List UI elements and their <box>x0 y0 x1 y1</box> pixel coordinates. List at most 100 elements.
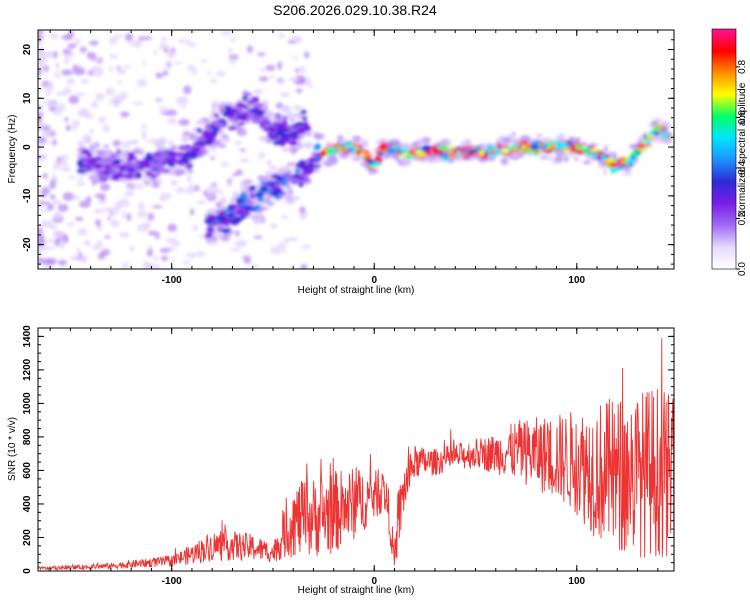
spectrogram-noise-blob <box>52 199 62 205</box>
spectrogram-core-blob <box>293 179 303 185</box>
spectrogram-halo-blob <box>281 147 291 152</box>
spectrogram-core-blob <box>294 168 300 174</box>
spectrogram-noise-blob <box>175 186 186 194</box>
spectrogram-halo-blob <box>170 180 178 186</box>
spectrogram-core-blob <box>219 109 225 113</box>
spectrogram-noise-blob <box>64 55 70 65</box>
spectrogram-core-blob <box>493 149 501 154</box>
spectrogram-core-blob <box>111 164 120 169</box>
spectrogram-noise-blob <box>161 255 169 262</box>
spectrogram-core-blob <box>263 122 270 128</box>
spectrogram-core-blob <box>124 174 133 180</box>
spectrogram-core-blob <box>569 147 578 153</box>
spectrogram-trace <box>320 117 673 176</box>
spectrogram-core-blob <box>118 164 126 170</box>
spectrogram-core-blob <box>217 119 227 123</box>
spectrogram-core-blob <box>489 144 497 150</box>
spectrogram-halo-blob <box>181 134 189 143</box>
spectrogram-halo-blob <box>122 152 128 158</box>
spectrogram-halo-blob <box>193 127 198 132</box>
spectrogram-core-blob <box>636 144 645 149</box>
spectrogram-core-blob <box>415 149 423 154</box>
spectrogram-core-blob <box>201 130 211 136</box>
spectrogram-noise-blob <box>138 36 146 41</box>
spectrogram-noise-blob <box>253 88 264 95</box>
spectrogram-noise-blob <box>227 178 232 184</box>
spectrogram-core-blob <box>300 177 306 181</box>
spectrogram-core-blob <box>628 155 637 160</box>
spectrogram-halo-blob <box>219 197 227 203</box>
spectrogram-halo-blob <box>511 131 516 136</box>
spectrogram-core-blob <box>337 146 347 151</box>
spectrogram-noise-blob <box>166 49 176 59</box>
spectrogram-noise-blob <box>106 217 111 221</box>
spectrogram-core-blob <box>233 118 238 123</box>
spectrogram-halo-blob <box>297 143 307 148</box>
spectrogram-noise-blob <box>94 208 102 213</box>
spectrogram-noise-blob <box>38 225 42 229</box>
spectrogram-core-blob <box>288 140 298 146</box>
spectrogram-noise-blob <box>71 195 81 200</box>
spectrogram-core-blob <box>209 124 215 129</box>
spectrogram-halo-blob <box>460 139 472 147</box>
spectrogram-noise-blob <box>178 118 190 126</box>
colorbar-ticks: 0.0 0.2 0.4 0.6 0.8 <box>736 60 748 276</box>
spectrogram-core-blob <box>256 115 266 121</box>
spectrogram-core-blob <box>388 149 399 154</box>
spectrogram-core-blob <box>224 105 232 111</box>
spectrogram-core-blob <box>344 142 354 146</box>
spectrogram-core-blob <box>300 110 307 115</box>
spectrogram-noise-blob <box>94 92 105 102</box>
spectrogram-noise-blob <box>55 61 60 70</box>
spectrogram-noise-blob <box>183 85 192 95</box>
spectrogram-noise-blob <box>120 111 130 118</box>
spectrogram-noise-blob <box>192 67 198 76</box>
spectrogram-noise-blob <box>295 88 303 94</box>
spectrogram-trace <box>203 131 325 242</box>
spectrogram-noise-blob <box>103 207 115 212</box>
spectrogram-noise-blob <box>207 71 212 75</box>
spectrogram-core-blob <box>288 126 296 133</box>
spectrogram-noise-blob <box>277 61 283 71</box>
spectrogram-noise-blob <box>126 213 132 222</box>
spectrogram-core-blob <box>113 159 123 163</box>
spectrogram-core-blob <box>301 163 308 169</box>
spectrogram-core-blob <box>222 113 230 117</box>
spectrogram-noise-blob <box>90 65 103 71</box>
spectrogram-noise-blob <box>240 158 250 163</box>
spectrogram-halo-blob <box>288 146 300 152</box>
spectrogram-noise-blob <box>227 47 233 54</box>
spectrogram-core-blob <box>230 220 240 224</box>
spectrogram-halo-blob <box>182 131 191 136</box>
spectrogram-core-blob <box>257 196 265 202</box>
spectrogram-core-blob <box>401 148 408 154</box>
spectrogram-noise-blob <box>194 185 200 192</box>
spectrogram-core-blob <box>300 128 306 133</box>
spectrogram-halo-blob <box>603 145 608 153</box>
spectrogram-core-blob <box>137 165 144 169</box>
spectrogram-noise-blob <box>164 61 173 69</box>
spectrogram-noise-blob <box>38 147 44 151</box>
spectrogram-noise-blob <box>53 211 63 220</box>
spectrogram-noise-blob <box>269 223 278 229</box>
spectrogram-noise-blob <box>231 173 238 177</box>
spectrogram-core-blob <box>570 144 577 148</box>
spectrogram-core-blob <box>303 121 309 126</box>
spectrogram-core-blob <box>242 96 249 101</box>
spectrogram-halo-blob <box>536 133 542 137</box>
spectrogram-core-blob <box>237 122 246 126</box>
spectrogram-core-blob <box>272 122 279 127</box>
spectrogram-core-blob <box>86 159 97 165</box>
spectrogram-core-blob <box>537 146 548 150</box>
spectrogram-noise-blob <box>38 237 46 246</box>
spectrogram-noise-blob <box>66 222 76 227</box>
snr-y-tick-label: 0 <box>22 568 33 574</box>
spectrogram-noise-blob <box>38 138 47 142</box>
spectrogram-core-blob <box>648 131 655 136</box>
spectrogram-core-blob <box>267 132 274 138</box>
spectrogram-core-blob <box>254 103 263 109</box>
spectrogram-core-blob <box>126 167 137 173</box>
spectrogram-core-blob <box>253 205 262 210</box>
spectrogram-core-blob <box>531 141 538 147</box>
spectrogram-halo-blob <box>266 201 275 206</box>
